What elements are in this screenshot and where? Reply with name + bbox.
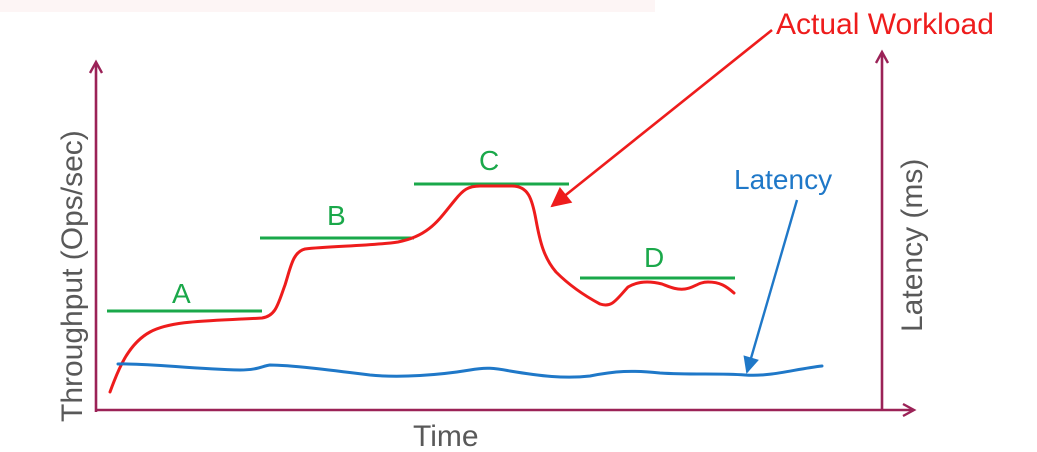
phase-d-label: D [644,242,664,273]
actual-workload-curve [108,184,736,394]
phase-c-label: C [479,145,499,176]
workload-callout-label: Actual Workload [776,8,994,41]
right-axis-label: Latency (ms) [896,159,929,332]
latency-callout-label: Latency [734,164,832,195]
phase-a-label: A [172,278,191,309]
left-axis-label: Throughput (Ops/sec) [56,130,89,422]
workload-callout-arrow [550,28,773,208]
latency-callout-arrow [743,199,799,374]
top-background-band [0,0,655,12]
time-axis-label: Time [413,420,479,452]
latency-curve [116,362,824,379]
phase-b-label: B [327,200,346,231]
